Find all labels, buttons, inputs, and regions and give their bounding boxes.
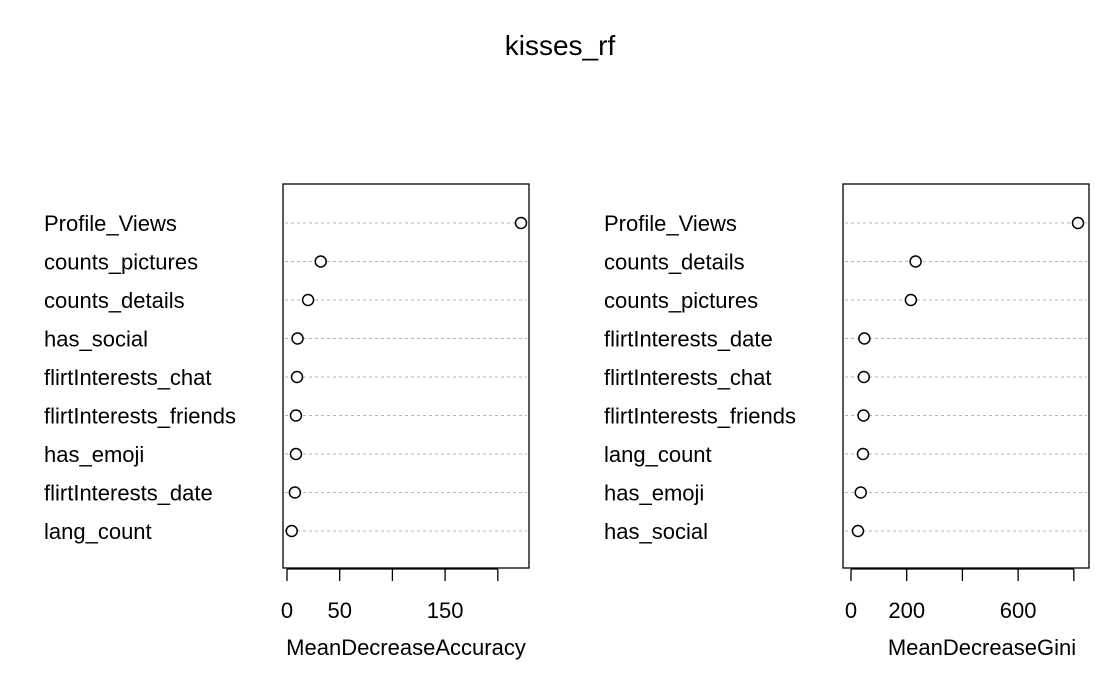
gini-data-point [856, 447, 870, 461]
accuracy-data-point [289, 409, 303, 422]
gini-plot-frame [842, 183, 1090, 569]
accuracy-x-axis-label: MeanDecreaseAccuracy [286, 635, 526, 660]
gini-row-label: flirtInterests_date [604, 327, 773, 352]
gini-data-point [909, 255, 922, 268]
gini-x-tick-label: 0 [845, 598, 857, 623]
gini-x-tick-label: 600 [1000, 598, 1037, 623]
accuracy-x-tick-label: 50 [327, 598, 351, 623]
accuracy-data-point [285, 524, 298, 538]
gini-data-point [858, 332, 871, 345]
gini-row-label: Profile_Views [604, 211, 737, 236]
gini-row-label: flirtInterests_chat [604, 365, 772, 390]
gini-row-label: lang_count [604, 442, 712, 467]
gini-data-point [854, 486, 867, 499]
gini-data-point [857, 370, 871, 384]
gini-data-point [904, 293, 918, 307]
gini-data-point [857, 409, 870, 422]
gini-row-label: has_social [604, 519, 708, 544]
gini-row-label: counts_pictures [604, 288, 758, 313]
accuracy-row-label: counts_pictures [44, 250, 198, 275]
gini-x-tick-label: 200 [888, 598, 925, 623]
gini-row-label: has_emoji [604, 481, 704, 506]
accuracy-x-tick-label: 0 [281, 598, 293, 623]
accuracy-row-label: flirtInterests_date [44, 481, 213, 506]
accuracy-row-label: flirtInterests_chat [44, 365, 212, 390]
accuracy-panel: Profile_Views counts_pictures counts_detai… [44, 183, 530, 660]
accuracy-data-point [301, 293, 315, 307]
accuracy-data-point [290, 370, 304, 384]
gini-row-label: counts_details [604, 250, 745, 275]
accuracy-row-label: counts_details [44, 288, 185, 313]
gini-data-point [1071, 216, 1085, 230]
accuracy-row-label: has_emoji [44, 442, 144, 467]
gini-x-axis-label: MeanDecreaseGini [888, 635, 1076, 660]
gini-row-label: flirtInterests_friends [604, 404, 796, 429]
accuracy-row-label: has_social [44, 327, 148, 352]
accuracy-data-point [314, 255, 327, 268]
accuracy-x-tick-label: 150 [427, 598, 464, 623]
accuracy-data-point [291, 332, 304, 345]
accuracy-plot-frame [282, 183, 530, 569]
accuracy-row-label: flirtInterests_friends [44, 404, 236, 429]
accuracy-data-point [288, 486, 302, 499]
gini-data-point [851, 524, 865, 538]
accuracy-row-label: lang_count [44, 519, 152, 544]
accuracy-data-point [514, 216, 528, 230]
gini-panel: Profile_Views counts_details counts_pictur… [604, 183, 1090, 660]
chart-title: kisses_rf [505, 30, 616, 61]
accuracy-data-point [289, 447, 303, 461]
accuracy-row-label: Profile_Views [44, 211, 177, 236]
